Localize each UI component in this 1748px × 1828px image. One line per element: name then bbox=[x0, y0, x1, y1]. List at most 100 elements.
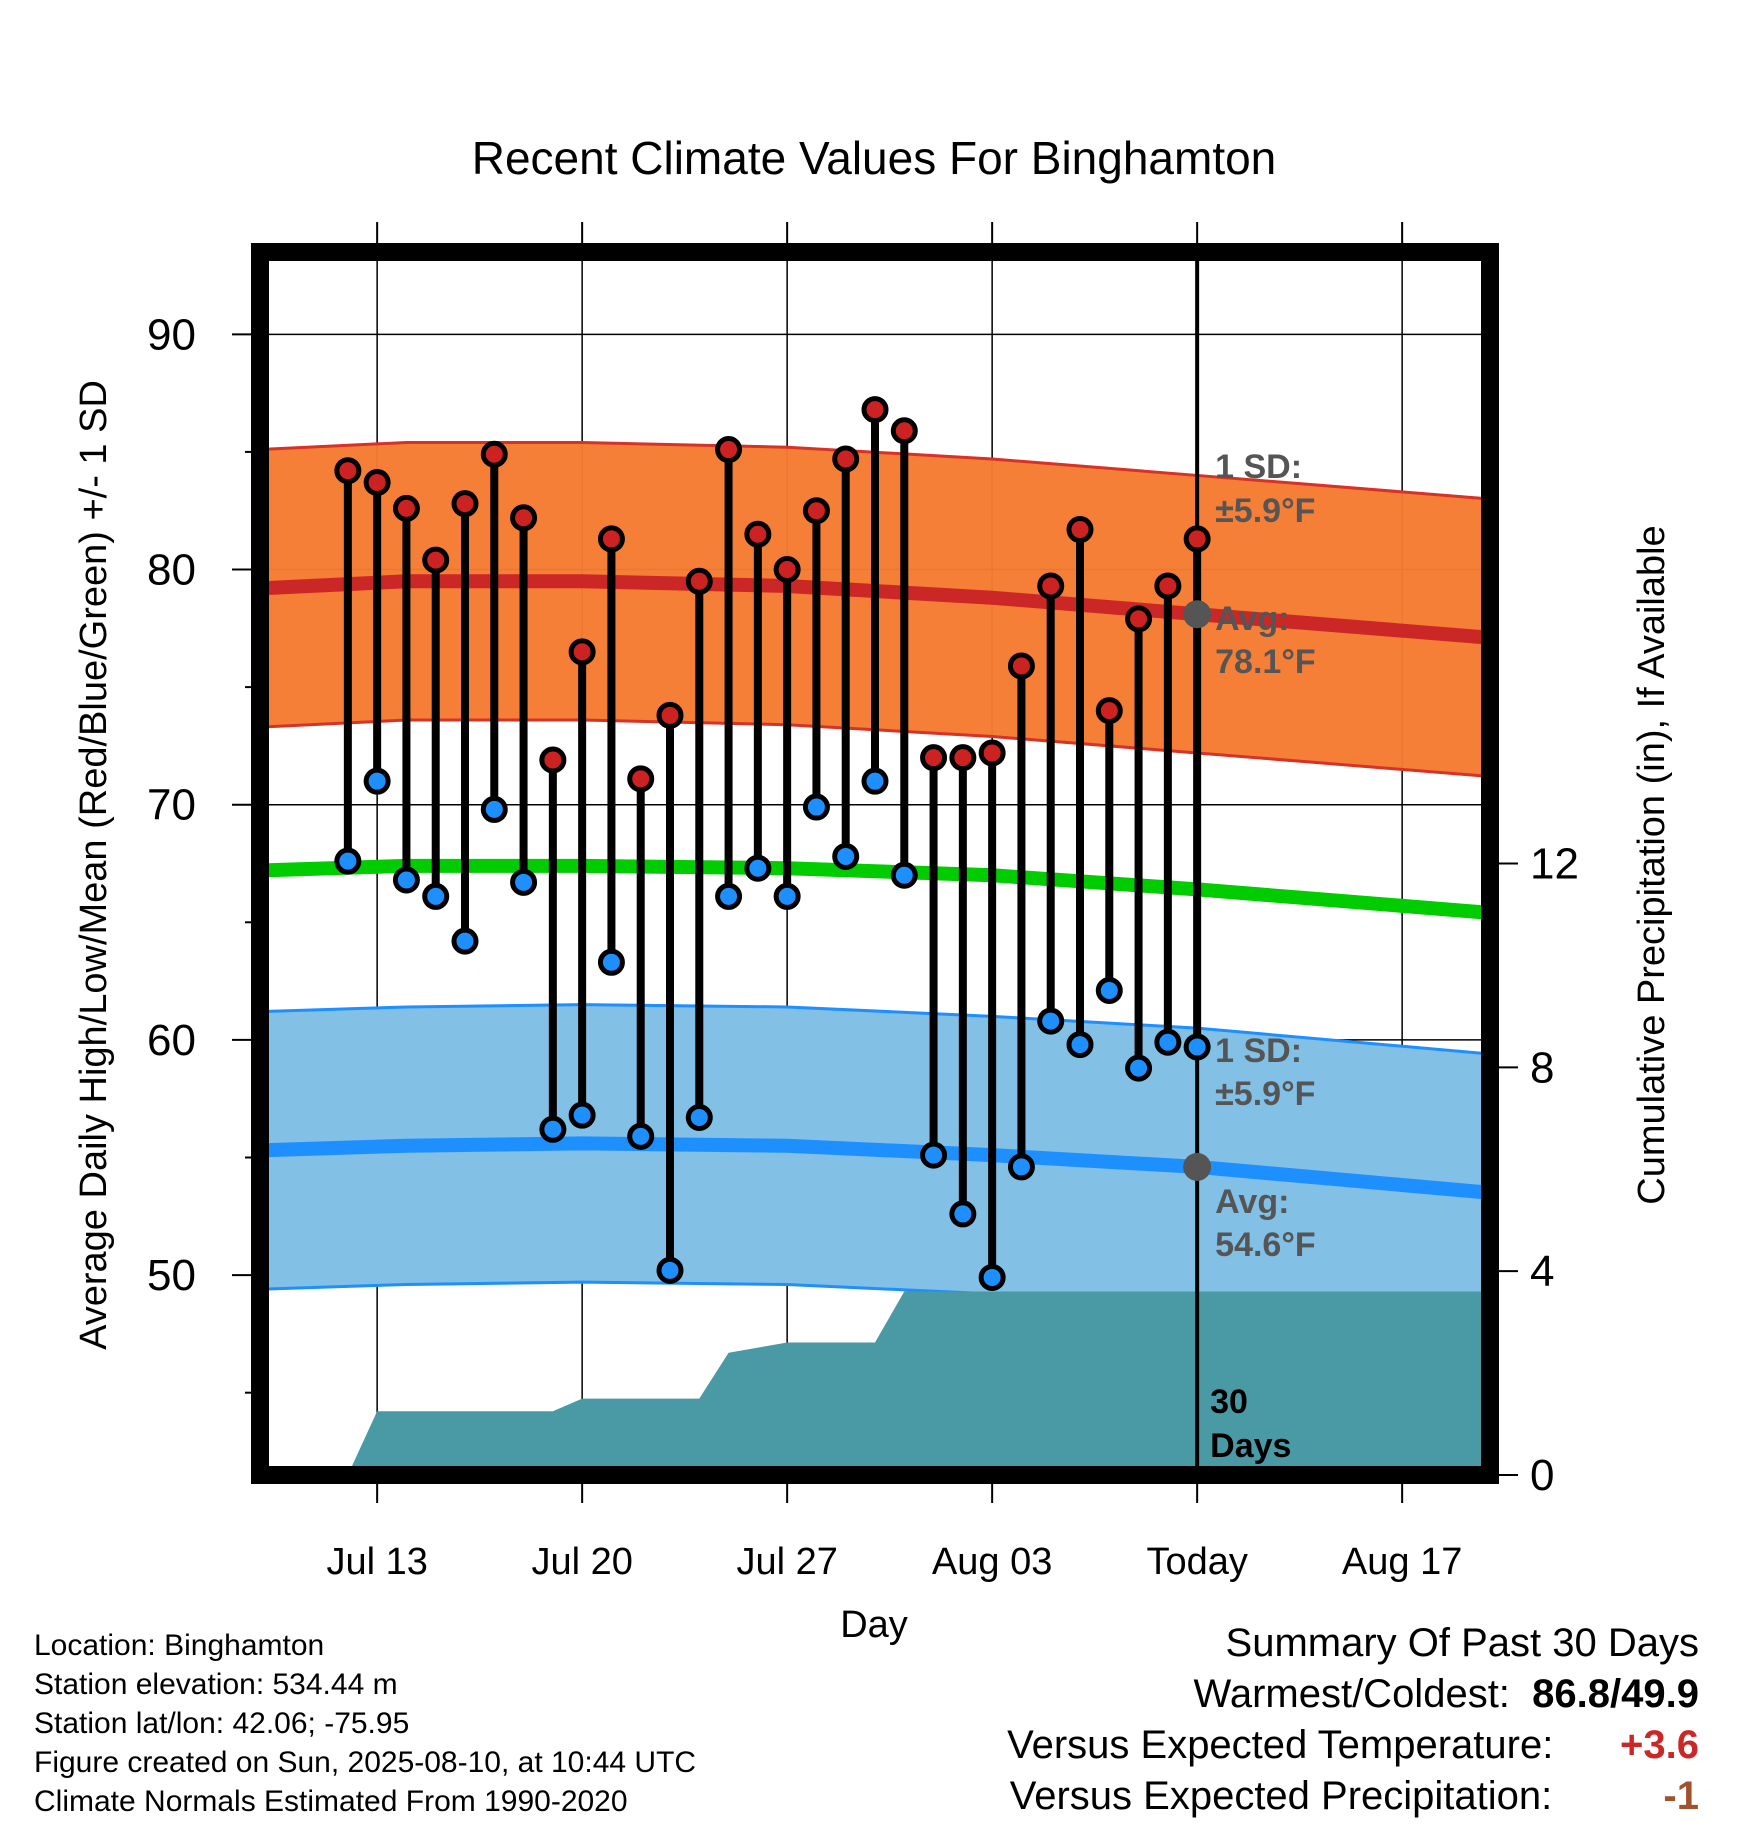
low-point bbox=[539, 1115, 567, 1143]
high-point bbox=[1037, 572, 1065, 600]
low-point bbox=[715, 882, 743, 910]
low-point bbox=[802, 793, 830, 821]
high-point bbox=[1095, 697, 1123, 725]
temp-value: +3.6 bbox=[1620, 1723, 1699, 1767]
high-avg-label: Avg: bbox=[1215, 600, 1289, 638]
high-point bbox=[1007, 652, 1035, 680]
y-right-tick-label: 8 bbox=[1530, 1043, 1554, 1092]
high-point bbox=[1154, 572, 1182, 600]
x-tick-label: Aug 03 bbox=[932, 1541, 1052, 1583]
high-point bbox=[363, 468, 391, 496]
today-high-avg-marker bbox=[1183, 600, 1212, 629]
low-point bbox=[392, 866, 420, 894]
coldest-value: 49.9 bbox=[1621, 1672, 1699, 1716]
created-text: Figure created on Sun, 2025-08-10, at 10… bbox=[34, 1746, 697, 1779]
high-point bbox=[832, 445, 860, 473]
low-point bbox=[744, 854, 772, 882]
y-tick-label: 60 bbox=[147, 1016, 196, 1065]
high-point bbox=[568, 638, 596, 666]
high-point bbox=[715, 436, 743, 464]
x-tick-label: Jul 27 bbox=[736, 1541, 837, 1583]
normals-text: Climate Normals Estimated From 1990-2020 bbox=[34, 1785, 628, 1818]
latlon-text: Station lat/lon: 42.06; -75.95 bbox=[34, 1707, 410, 1740]
high-sd-label: 1 SD: bbox=[1215, 448, 1302, 486]
period-number: 30 bbox=[1210, 1383, 1248, 1421]
plot-area bbox=[260, 252, 1490, 1475]
low-sd-label: 1 SD: bbox=[1215, 1032, 1302, 1070]
high-point bbox=[890, 417, 918, 445]
temp-label: Versus Expected Temperature: bbox=[1007, 1723, 1554, 1767]
high-point bbox=[480, 440, 508, 468]
high-point bbox=[773, 556, 801, 584]
y-tick-label: 50 bbox=[147, 1251, 196, 1300]
low-point bbox=[597, 948, 625, 976]
low-sd-band bbox=[260, 1004, 1490, 1332]
annotations: 1 SD: ±5.9°F Avg: 78.1°F 1 SD: ±5.9°F Avg: 54.6… bbox=[1210, 448, 1316, 1465]
high-point bbox=[949, 744, 977, 772]
low-point bbox=[363, 767, 391, 795]
high-point bbox=[861, 396, 889, 424]
low-point bbox=[685, 1104, 713, 1132]
x-axis-label: Day bbox=[840, 1604, 908, 1646]
low-point bbox=[334, 847, 362, 875]
today-low-avg-marker bbox=[1183, 1152, 1212, 1181]
axes: 50 60 70 80 90 0 4 8 12 Jul 13 Jul 20 Jul 27 Aug 03 T… bbox=[147, 222, 1579, 1583]
summary-panel: Summary Of Past 30 Days Warmest/Coldest:… bbox=[1007, 1618, 1699, 1822]
station-info: Location: Binghamton Station elevation: … bbox=[34, 1626, 696, 1821]
low-point bbox=[1183, 1033, 1211, 1061]
high-point bbox=[802, 497, 830, 525]
summary-warm-cold: Warmest/Coldest: 86.8/49.9 bbox=[1193, 1672, 1699, 1716]
low-point bbox=[1007, 1153, 1035, 1181]
high-point bbox=[920, 744, 948, 772]
x-tick-label: Jul 20 bbox=[531, 1541, 632, 1583]
warmest-value: 86.8 bbox=[1532, 1672, 1611, 1716]
precipitation-area bbox=[347, 1291, 1490, 1475]
x-tick-label: Aug 17 bbox=[1342, 1541, 1462, 1583]
low-avg-value: 54.6°F bbox=[1215, 1226, 1316, 1264]
low-point bbox=[949, 1200, 977, 1228]
low-point bbox=[480, 795, 508, 823]
high-avg-value: 78.1°F bbox=[1215, 643, 1316, 681]
period-unit: Days bbox=[1210, 1427, 1291, 1465]
precip-label: Versus Expected Precipitation: bbox=[1009, 1774, 1553, 1818]
y-right-tick-label: 12 bbox=[1530, 840, 1579, 889]
high-point bbox=[334, 457, 362, 485]
summary-title: Summary Of Past 30 Days bbox=[1225, 1621, 1699, 1665]
high-point bbox=[627, 765, 655, 793]
y-tick-label: 80 bbox=[147, 546, 196, 595]
low-avg-label: Avg: bbox=[1215, 1183, 1289, 1221]
y-axis-label: Average Daily High/Low/Mean (Red/Blue/Gr… bbox=[73, 380, 115, 1350]
y-axis-right-label: Cumulative Precipitation (in), If Availa… bbox=[1631, 525, 1673, 1204]
y-right-tick-label: 4 bbox=[1530, 1247, 1554, 1296]
elevation-text: Station elevation: 534.44 m bbox=[34, 1668, 398, 1701]
y-right-tick-label: 0 bbox=[1530, 1451, 1554, 1500]
low-point bbox=[978, 1263, 1006, 1291]
x-tick-label: Today bbox=[1146, 1541, 1247, 1583]
low-point bbox=[1066, 1031, 1094, 1059]
low-point bbox=[627, 1122, 655, 1150]
low-point bbox=[510, 868, 538, 896]
chart-title: Recent Climate Values For Binghamton bbox=[472, 132, 1277, 184]
y-tick-label: 90 bbox=[147, 310, 196, 359]
x-tick-label: Jul 13 bbox=[326, 1541, 427, 1583]
low-point bbox=[1095, 977, 1123, 1005]
low-point bbox=[861, 767, 889, 795]
low-point bbox=[920, 1141, 948, 1169]
low-sd-value: ±5.9°F bbox=[1215, 1075, 1315, 1113]
low-point bbox=[451, 927, 479, 955]
warm-cold-label: Warmest/Coldest: bbox=[1193, 1672, 1510, 1716]
high-point bbox=[744, 520, 772, 548]
y-tick-label: 70 bbox=[147, 781, 196, 830]
low-point bbox=[656, 1256, 684, 1284]
high-sd-value: ±5.9°F bbox=[1215, 492, 1315, 530]
high-point bbox=[510, 504, 538, 532]
high-point bbox=[656, 701, 684, 729]
high-point bbox=[1183, 525, 1211, 553]
precip-value: -1 bbox=[1663, 1774, 1699, 1818]
high-point bbox=[1066, 516, 1094, 544]
summary-precip: Versus Expected Precipitation: -1 bbox=[1007, 1771, 1699, 1822]
low-point bbox=[1154, 1028, 1182, 1056]
plot-frame bbox=[251, 243, 1499, 1484]
high-point bbox=[392, 494, 420, 522]
